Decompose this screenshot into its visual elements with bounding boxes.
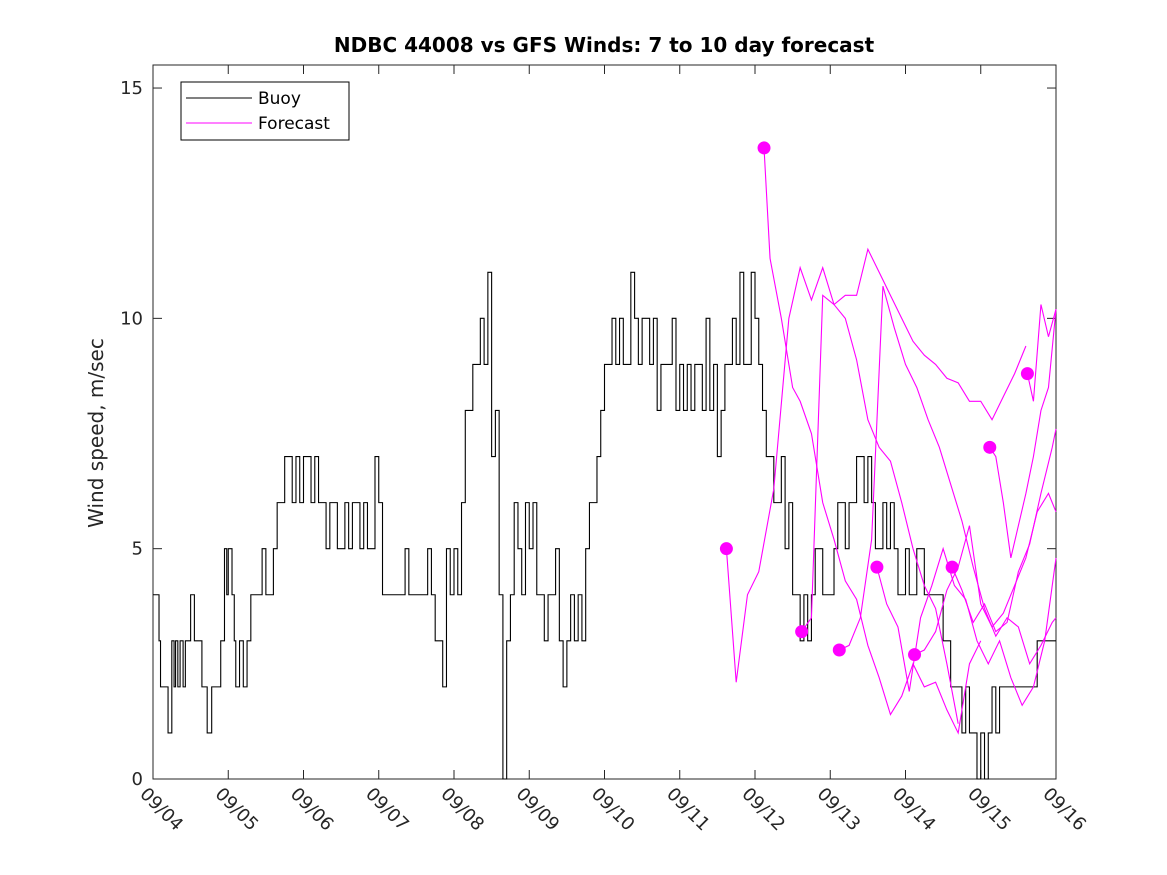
legend-buoy-label: Buoy: [258, 89, 301, 109]
forecast-start-point: [795, 625, 809, 639]
y-tick-label: 0: [132, 769, 143, 790]
forecast-start-point: [908, 648, 922, 662]
forecast-series-line: [801, 247, 1027, 632]
buoy-series-line: [153, 271, 1056, 780]
y-tick-label: 5: [132, 539, 143, 560]
forecast-start-point: [832, 643, 846, 657]
plot-area: 0 5 10 15 09/04 09/05 09/06 09/07 09/08 09/09 09/1…: [120, 64, 1090, 836]
forecast-series-line: [839, 285, 1057, 666]
forecast-start-point: [719, 542, 733, 556]
x-tick-label: 09/07: [361, 784, 413, 836]
y-axis-label: Wind speed, m/sec: [84, 338, 108, 528]
x-tick-label: 09/14: [888, 784, 940, 836]
x-tick-label: 09/10: [587, 784, 639, 836]
y-tick-label: 15: [120, 78, 143, 99]
x-tick-label: 09/05: [211, 784, 263, 836]
forecast-series-line: [989, 309, 1057, 559]
forecast-series-line: [951, 428, 1057, 633]
forecast-start-point: [945, 560, 959, 574]
legend: Buoy Forecast: [180, 81, 350, 141]
forecast-start-point: [757, 141, 771, 155]
x-tick-label: 09/16: [1038, 784, 1090, 836]
forecast-start-point: [870, 560, 884, 574]
x-tick-label: 09/12: [737, 784, 789, 836]
legend-forecast-label: Forecast: [258, 114, 330, 134]
x-tick-label: 09/09: [512, 784, 564, 836]
forecast-start-point: [1020, 367, 1034, 381]
forecast-series-line: [1026, 304, 1057, 402]
forecast-start-point: [983, 440, 997, 454]
forecast-series-line: [725, 265, 959, 724]
chart-title: NDBC 44008 vs GFS Winds: 7 to 10 day for…: [334, 33, 875, 57]
x-tick-label: 09/08: [436, 784, 488, 836]
x-tick-label: 09/06: [286, 784, 338, 836]
x-tick-label: 09/15: [963, 784, 1015, 836]
forecast-series-line: [763, 147, 982, 735]
y-tick-label: 10: [120, 308, 143, 329]
legend-box: [180, 81, 350, 141]
plot-frame: [152, 64, 1057, 780]
x-tick-label: 09/04: [135, 784, 187, 836]
x-tick-label: 09/13: [813, 784, 865, 836]
x-tick-label: 09/11: [662, 784, 714, 836]
